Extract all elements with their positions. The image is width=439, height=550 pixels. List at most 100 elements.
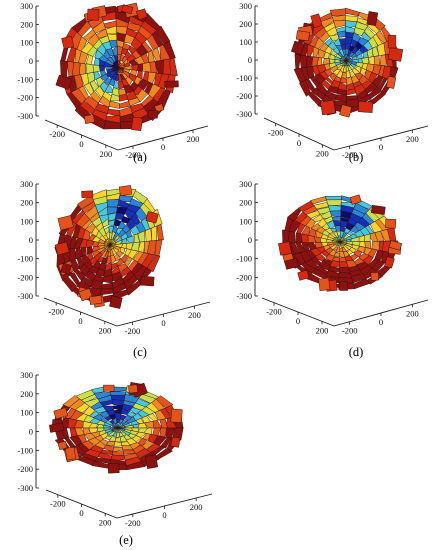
y-tick-label: 200 bbox=[239, 198, 252, 208]
y-tick-label: -200 bbox=[236, 91, 252, 101]
y-tick-label: 100 bbox=[20, 408, 33, 418]
left-axis-tick-label: 0 bbox=[297, 138, 301, 148]
y-tick-label: -200 bbox=[236, 272, 252, 282]
surface-patch bbox=[106, 198, 120, 208]
surface-patch bbox=[147, 413, 159, 422]
y-tick-label: 100 bbox=[20, 216, 33, 226]
surface-patch bbox=[172, 427, 184, 441]
left-axis-tick-label: 0 bbox=[78, 316, 82, 326]
surface-patch bbox=[83, 114, 95, 124]
surface-patch bbox=[121, 48, 129, 56]
left-axis-tick-label: 200 bbox=[99, 517, 112, 527]
surface-patch bbox=[151, 225, 158, 242]
surface-patch bbox=[336, 30, 346, 38]
y-tick-label: 100 bbox=[239, 216, 252, 226]
surface-patch bbox=[105, 115, 121, 124]
y-tick-label: -100 bbox=[17, 445, 33, 455]
y-tick-label: 200 bbox=[20, 389, 33, 399]
right-axis-tick-label: 0 bbox=[161, 142, 165, 152]
left-axis-tick-label: -200 bbox=[50, 499, 66, 509]
surface-patch bbox=[89, 295, 103, 305]
y-tick-label: 300 bbox=[20, 179, 33, 189]
surface-patch bbox=[118, 195, 134, 203]
y-tick-label: 0 bbox=[248, 55, 252, 65]
y-tick-label: -300 bbox=[236, 109, 252, 119]
surface-patch bbox=[299, 80, 311, 97]
right-axis-tick-label: -200 bbox=[125, 150, 141, 160]
surface-patch bbox=[125, 235, 134, 244]
surface-patch bbox=[113, 441, 123, 447]
meshed-surface bbox=[54, 185, 164, 309]
y-tick-label: 300 bbox=[239, 1, 252, 11]
y-tick-label: 0 bbox=[29, 235, 33, 245]
surface-patch bbox=[387, 35, 397, 49]
panel-label: (c) bbox=[133, 345, 147, 359]
panel-c: 300 200 100 0 -100 -200 -300 -200 0 200 -200 0 200 (c… bbox=[17, 179, 211, 359]
surface-patch bbox=[78, 288, 93, 302]
panel-label: (a) bbox=[133, 150, 147, 164]
meshed-surface bbox=[49, 382, 184, 474]
surface-patch bbox=[107, 108, 121, 117]
y-tick-label: -300 bbox=[17, 111, 33, 121]
y-tick-label: 200 bbox=[239, 19, 252, 29]
surface-patch bbox=[154, 103, 165, 113]
surface-patch bbox=[108, 100, 120, 109]
surface-patch bbox=[144, 228, 153, 242]
surface-patch bbox=[147, 110, 158, 119]
surface-patch bbox=[103, 384, 115, 392]
surface-patch bbox=[113, 408, 123, 414]
surface-patch bbox=[87, 8, 100, 21]
surface-patch bbox=[118, 185, 133, 196]
surface-patch bbox=[160, 437, 172, 449]
surface-patch bbox=[57, 440, 68, 451]
surface-patch bbox=[133, 233, 140, 243]
left-axis-tick-label: 200 bbox=[316, 325, 329, 335]
surface-patch bbox=[112, 446, 124, 453]
surface-patch bbox=[297, 269, 310, 281]
surface-patch bbox=[357, 246, 366, 254]
surface-patch bbox=[170, 436, 181, 448]
surface-patch bbox=[99, 287, 114, 296]
surface-patch bbox=[371, 205, 386, 215]
surface-patch bbox=[90, 90, 102, 105]
surface-patch bbox=[346, 88, 357, 96]
surface-patch bbox=[170, 408, 183, 423]
y-tick-label: 100 bbox=[239, 37, 252, 47]
surface-patch bbox=[366, 11, 379, 26]
surface-patch bbox=[331, 216, 342, 222]
surface-patch bbox=[307, 234, 316, 243]
surface-patch bbox=[118, 93, 129, 102]
surface-patch bbox=[131, 116, 143, 132]
surface-patch bbox=[310, 13, 323, 28]
y-tick-label: -100 bbox=[236, 254, 252, 264]
left-axis-tick-label: 200 bbox=[316, 149, 329, 159]
surface-patch bbox=[370, 272, 380, 281]
surface-patch bbox=[152, 427, 161, 436]
surface-patch bbox=[132, 190, 148, 204]
y-tick-label: 300 bbox=[239, 179, 252, 189]
surface-patch bbox=[371, 91, 386, 104]
surface-patch bbox=[339, 281, 348, 291]
surface-patch bbox=[154, 409, 167, 421]
left-axis-tick-label: -200 bbox=[48, 307, 64, 317]
y-tick-label: -100 bbox=[236, 73, 252, 83]
y-tick-label: 300 bbox=[20, 370, 33, 380]
y-tick-label: -100 bbox=[17, 254, 33, 264]
surface-patch bbox=[85, 63, 94, 74]
surface-patch bbox=[299, 54, 308, 69]
right-axis-tick-label: 200 bbox=[190, 502, 203, 512]
surface-patch bbox=[65, 446, 77, 461]
y-tick-label: 200 bbox=[20, 19, 33, 29]
y-tick-label: -300 bbox=[17, 483, 33, 493]
right-axis-tick-label: 0 bbox=[161, 318, 165, 328]
surface-patch bbox=[318, 277, 331, 291]
surface-patch bbox=[358, 101, 374, 113]
surface-patch bbox=[107, 462, 120, 474]
y-tick-label: 200 bbox=[20, 198, 33, 208]
y-tick-label: -200 bbox=[17, 272, 33, 282]
surface-patch bbox=[154, 239, 163, 257]
surface-patch bbox=[346, 76, 354, 86]
y-tick-label: -300 bbox=[17, 291, 33, 301]
surface-patch bbox=[102, 274, 113, 284]
